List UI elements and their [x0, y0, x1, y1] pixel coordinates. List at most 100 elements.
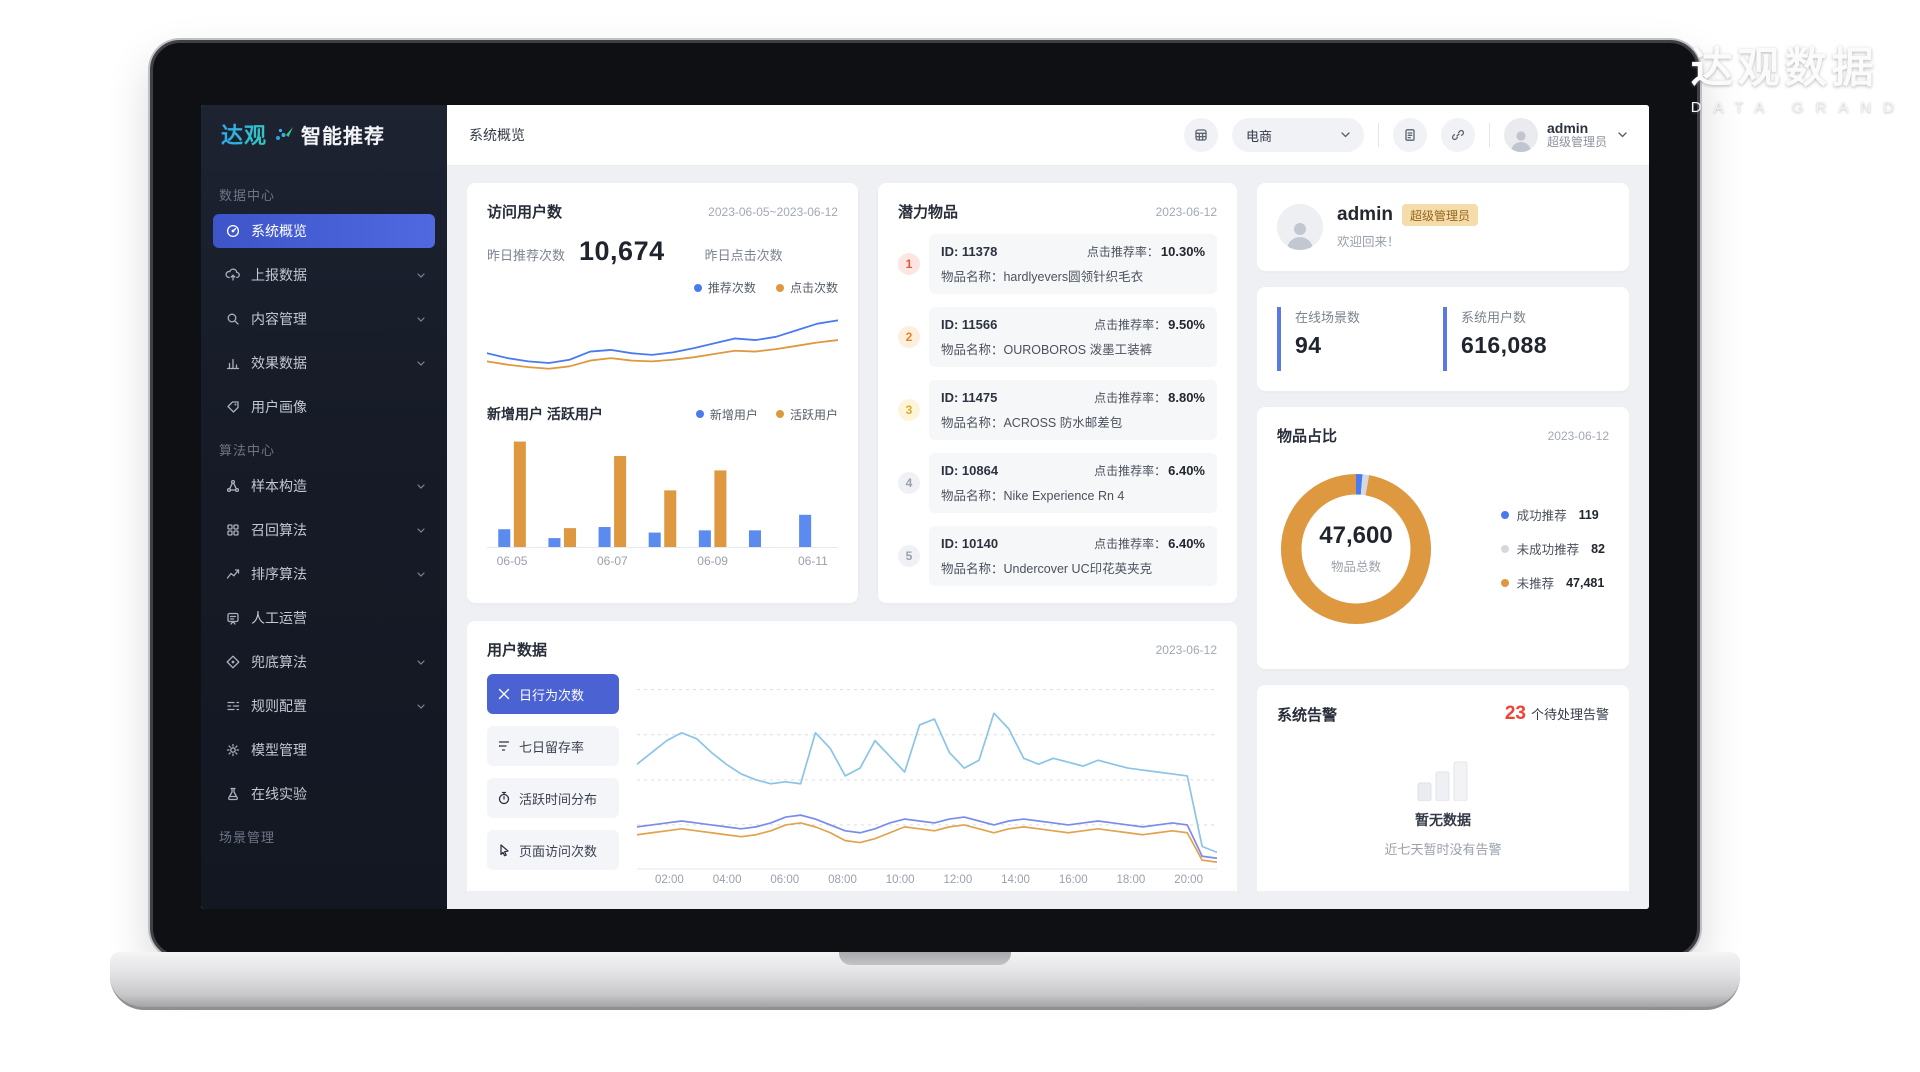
x-tick: 18:00 — [1116, 874, 1146, 886]
rate-label: 点击推荐率： — [1094, 464, 1167, 478]
rate-value: 10.30% — [1160, 244, 1205, 259]
nav-section-algorithm-center: 算法中心 — [219, 443, 276, 458]
legend-dot — [775, 283, 784, 292]
sidebar: 达观 智能推荐 数据中心 系统概览 — [201, 105, 447, 909]
x-tick: 10:00 — [885, 874, 915, 886]
legend-click[interactable]: 点击次数 — [775, 279, 838, 296]
brand-name: 达观 — [221, 118, 267, 150]
x-tick: 06-07 — [597, 554, 628, 568]
apps-grid-button[interactable] — [1183, 118, 1218, 152]
sidebar-item-sample-construction[interactable]: 样本构造 — [213, 469, 435, 503]
pending-alarm-count[interactable]: 23 个待处理告警 — [1504, 703, 1609, 724]
legend-success[interactable]: 成功推荐 119 — [1500, 505, 1605, 524]
brand-logo-icon — [274, 125, 294, 143]
sidebar-item-online-experiment[interactable]: 在线实验 — [213, 777, 435, 811]
potential-item-3[interactable]: 3 ID: 11475 点击推荐率： 8.80% 物品名称：ACROSS 防水邮差包 — [897, 380, 1217, 440]
sidebar-item-label: 内容管理 — [251, 311, 307, 327]
sidebar-item-fallback-algorithm[interactable]: 兜底算法 — [213, 645, 435, 679]
user-data-card: 用户数据 2023-06-12 日行为次数 — [467, 621, 1237, 891]
sidebar-item-label: 用户画像 — [251, 399, 307, 415]
legend-recommend[interactable]: 推荐次数 — [693, 279, 756, 296]
legend-unsuccessful[interactable]: 未成功推荐 82 — [1500, 539, 1605, 558]
card-date: 2023-06-12 — [1155, 204, 1217, 219]
stat-value: 10,674 — [579, 236, 665, 266]
potential-item-4[interactable]: 4 ID: 10864 点击推荐率： 6.40% 物品名称：Nike Experie… — [897, 453, 1217, 513]
item-id: ID: 10140 — [940, 536, 999, 551]
user-role: 超级管理员 — [1546, 135, 1607, 150]
system-users-stat: 系统用户数 616,088 — [1443, 307, 1609, 371]
watermark-brand-en: DATA GRAND — [1690, 99, 1906, 116]
x-tick — [637, 554, 687, 568]
breadcrumb: 系统概览 — [469, 127, 525, 143]
sidebar-item-user-profile[interactable]: 用户画像 — [213, 390, 435, 424]
tab-seven-day-retention[interactable]: 七日留存率 — [487, 726, 619, 766]
user-menu[interactable]: admin 超级管理员 — [1503, 118, 1627, 152]
funnel-icon — [497, 739, 511, 753]
sidebar-item-label: 人工运营 — [251, 610, 307, 626]
scene-select-dropdown[interactable]: 电商 — [1231, 118, 1364, 152]
user-behavior-line-chart — [637, 674, 1217, 870]
item-name: hardlyevers圆领针织毛衣 — [1003, 270, 1144, 284]
document-button[interactable] — [1392, 118, 1427, 152]
item-id: ID: 10864 — [940, 463, 999, 478]
visit-stats: 昨日推荐次数 10,674 昨日点击次数 — [487, 236, 838, 267]
legend-active-users[interactable]: 活跃用户 — [775, 406, 838, 423]
sidebar-item-label: 召回算法 — [251, 522, 307, 538]
stat-label: 昨日推荐次数 — [487, 248, 566, 263]
rate-label: 点击推荐率： — [1094, 537, 1167, 551]
card-title: 物品占比 — [1277, 428, 1338, 445]
x-tick — [537, 554, 587, 568]
sidebar-nav: 数据中心 系统概览 上报数据 内容管理 — [201, 163, 447, 909]
legend-not-recommended[interactable]: 未推荐 47,481 — [1500, 573, 1605, 592]
rank-badge: 2 — [897, 326, 920, 348]
chat-icon — [225, 611, 240, 625]
sidebar-item-manual-operation[interactable]: 人工运营 — [213, 601, 435, 635]
tab-page-visits[interactable]: 页面访问次数 — [487, 830, 619, 870]
chevron-down-icon — [417, 316, 425, 322]
sidebar-item-system-overview[interactable]: 系统概览 — [213, 214, 435, 248]
sidebar-item-effect-data[interactable]: 效果数据 — [213, 346, 435, 380]
chevron-down-icon — [417, 483, 425, 489]
app-logo[interactable]: 达观 智能推荐 — [201, 105, 447, 163]
sidebar-item-report-data[interactable]: 上报数据 — [213, 258, 435, 292]
tag-icon — [225, 400, 240, 414]
chevron-down-icon — [1618, 132, 1627, 138]
rank-badge: 3 — [897, 399, 920, 421]
x-tick: 06-05 — [496, 554, 528, 568]
potential-item-1[interactable]: 1 ID: 11378 点击推荐率： 10.30% 物品名称：hardlyevers… — [897, 234, 1217, 294]
tab-daily-behavior[interactable]: 日行为次数 — [487, 674, 619, 714]
product-name: 智能推荐 — [301, 125, 386, 148]
legend-new-users[interactable]: 新增用户 — [695, 406, 758, 423]
x-tick: 16:00 — [1058, 874, 1088, 886]
potential-item-5[interactable]: 5 ID: 10140 点击推荐率： 6.40% 物品名称：Undercover U… — [897, 526, 1217, 586]
avatar — [1503, 118, 1538, 152]
rank-badge: 5 — [897, 545, 920, 567]
sidebar-item-content-management[interactable]: 内容管理 — [213, 302, 435, 336]
sidebar-item-label: 规则配置 — [251, 698, 307, 714]
item-id: ID: 11378 — [940, 244, 998, 259]
rate-value: 8.80% — [1168, 390, 1205, 405]
sidebar-item-model-management[interactable]: 模型管理 — [213, 733, 435, 767]
main-area: 系统概览 电商 — [447, 105, 1649, 909]
donut-legend: 成功推荐 119 未成功推荐 82 未推荐 47,481 — [1500, 505, 1609, 592]
tab-active-time-distribution[interactable]: 活跃时间分布 — [487, 778, 619, 818]
empty-bars-icon — [1417, 761, 1468, 801]
laptop-frame: 达观 智能推荐 数据中心 系统概览 — [150, 40, 1700, 958]
bar-legend: 新增用户 活跃用户 — [695, 406, 838, 423]
sub-chart-title: 新增用户 活跃用户 — [487, 406, 603, 422]
link-button[interactable] — [1440, 118, 1475, 152]
x-tick: 04:00 — [712, 874, 742, 886]
topbar-actions: 电商 — [1183, 118, 1627, 152]
potential-item-2[interactable]: 2 ID: 11566 点击推荐率： 9.50% 物品名称：OUROBOROS 泼墨… — [897, 307, 1217, 367]
link-icon — [1451, 130, 1464, 140]
x-tick: 08:00 — [828, 874, 857, 886]
x-tick — [738, 554, 788, 568]
empty-description: 近七天暂时没有告警 — [1384, 841, 1502, 857]
sidebar-item-ranking-algorithm[interactable]: 排序算法 — [213, 557, 435, 591]
sidebar-item-rule-config[interactable]: 规则配置 — [213, 689, 435, 723]
x-tick: 06-11 — [798, 554, 828, 568]
behavior-icon — [497, 687, 511, 701]
sidebar-item-recall-algorithm[interactable]: 召回算法 — [213, 513, 435, 547]
trend-line-icon — [225, 567, 240, 581]
rate-value: 6.40% — [1168, 463, 1205, 478]
